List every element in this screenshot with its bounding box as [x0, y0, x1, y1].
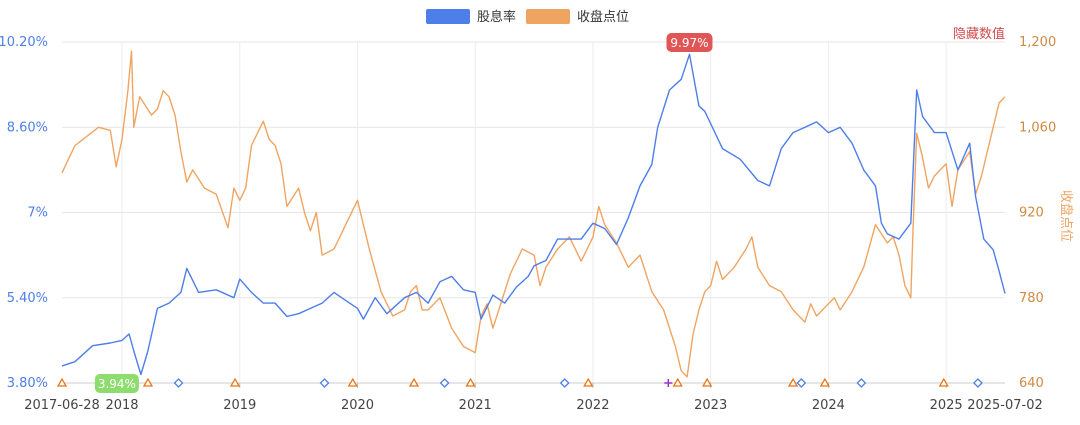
x-end-label: 2025-07-02	[967, 398, 1043, 413]
y-left-tick-label: 3.80%	[7, 376, 48, 391]
event-marker-plus[interactable]	[664, 379, 673, 387]
x-tick-label: 2022	[576, 398, 609, 413]
event-marker-triangle[interactable]	[672, 377, 683, 387]
event-marker-triangle[interactable]	[583, 377, 594, 387]
legend-label-close[interactable]: 收盘点位	[577, 9, 629, 25]
y-left-tick-label: 7%	[27, 206, 48, 221]
grid	[62, 41, 1005, 384]
min-value-label: 3.94%	[98, 377, 136, 391]
event-markers[interactable]	[56, 377, 983, 388]
x-tick-label: 2019	[223, 398, 256, 413]
y-right-tick-label: 920	[1019, 206, 1044, 221]
y-right-tick-label: 1,060	[1019, 120, 1056, 135]
y-axis-right: 640 780 920 1,060 1,200	[1019, 35, 1056, 391]
x-tick-label: 2020	[341, 398, 374, 413]
annotations: 9.97% 3.94%	[94, 33, 713, 393]
x-start-label: 2017-06-28	[24, 398, 100, 413]
x-tick-label: 2018	[105, 398, 138, 413]
x-axis: 2018 2019 2020 2021 2022 2023 2024 2025 2017-06-…	[24, 382, 1043, 413]
event-marker-triangle[interactable]	[408, 377, 420, 387]
event-marker-triangle[interactable]	[819, 377, 830, 387]
x-tick-label: 2021	[459, 398, 492, 413]
event-marker-triangle[interactable]	[465, 377, 476, 387]
y-left-tick-label: 8.60%	[7, 120, 48, 135]
y-right-tick-label: 1,200	[1019, 35, 1056, 50]
series-line-close	[61, 50, 1006, 378]
y-right-tick-label: 780	[1019, 291, 1044, 306]
max-value-badge	[666, 33, 713, 52]
hidden-values-label[interactable]: 隐藏数值	[953, 26, 1005, 42]
event-marker-triangle[interactable]	[938, 377, 949, 387]
event-marker-diamond[interactable]	[173, 378, 184, 388]
y-left-tick-label: 5.40%	[7, 291, 48, 306]
event-marker-triangle[interactable]	[142, 377, 154, 387]
y-axis-left: 3.80% 5.40% 7% 8.60% 10.20%	[0, 35, 48, 391]
x-tick-label: 2024	[812, 398, 845, 413]
max-value-label: 9.97%	[670, 36, 708, 50]
event-marker-diamond[interactable]	[856, 378, 867, 388]
event-marker-diamond[interactable]	[796, 378, 807, 388]
y-axis-right-title: 收盘点位	[1058, 190, 1074, 242]
series-lines	[61, 50, 1006, 378]
event-marker-triangle[interactable]	[347, 377, 358, 387]
series-line-dividend	[61, 53, 1006, 376]
x-tick-label: 2023	[694, 398, 727, 413]
event-marker-diamond[interactable]	[559, 378, 570, 388]
legend-swatch-dividend[interactable]	[426, 9, 470, 24]
legend[interactable]: 股息率 收盘点位	[426, 9, 629, 25]
y-right-tick-label: 640	[1019, 376, 1044, 391]
legend-label-dividend[interactable]: 股息率	[477, 9, 516, 25]
event-marker-diamond[interactable]	[319, 378, 330, 388]
y-left-tick-label: 10.20%	[0, 35, 48, 50]
event-marker-triangle[interactable]	[702, 377, 713, 387]
event-marker-triangle[interactable]	[787, 377, 799, 387]
event-marker-diamond[interactable]	[973, 378, 983, 388]
event-marker-diamond[interactable]	[439, 378, 450, 388]
min-value-badge	[94, 374, 139, 393]
event-marker-triangle[interactable]	[56, 377, 68, 387]
legend-swatch-close[interactable]	[526, 9, 570, 24]
x-tick-label: 2025	[930, 398, 963, 413]
event-marker-triangle[interactable]	[229, 377, 241, 387]
